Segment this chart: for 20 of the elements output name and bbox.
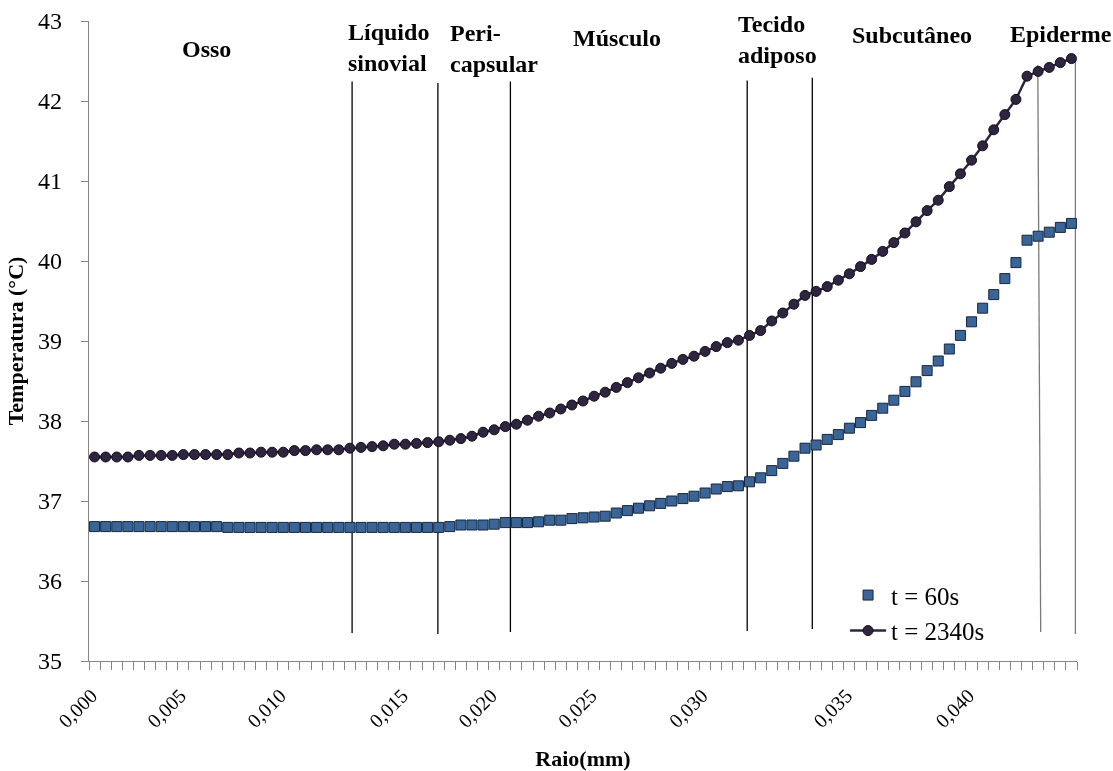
annotation: Peri- capsular <box>450 20 539 78</box>
y-tick-label: 43 <box>38 8 63 35</box>
annotation: Osso <box>182 36 232 62</box>
y-tick-label: 39 <box>38 328 63 355</box>
legend-label: t = 60s <box>891 582 960 610</box>
annotation: Tecido adiposo <box>738 11 817 69</box>
y-tick-label: 36 <box>38 568 63 595</box>
y-tick-label: 42 <box>38 88 63 115</box>
legend-label: t = 2340s <box>891 618 985 646</box>
y-axis-title: Temperatura (°C) <box>2 256 28 426</box>
y-tick-label: 38 <box>38 408 63 435</box>
annotation: Epiderme <box>1010 21 1112 47</box>
x-axis-title: Raio(mm) <box>535 746 631 771</box>
y-tick-label: 41 <box>38 168 63 195</box>
annotation: Líquido sinovial <box>348 19 430 77</box>
annotation: Músculo <box>573 25 662 51</box>
y-tick-label: 35 <box>38 648 63 675</box>
annotation: Subcutâneo <box>852 22 973 48</box>
y-tick-label: 37 <box>38 488 63 515</box>
y-tick-label: 40 <box>38 248 63 275</box>
